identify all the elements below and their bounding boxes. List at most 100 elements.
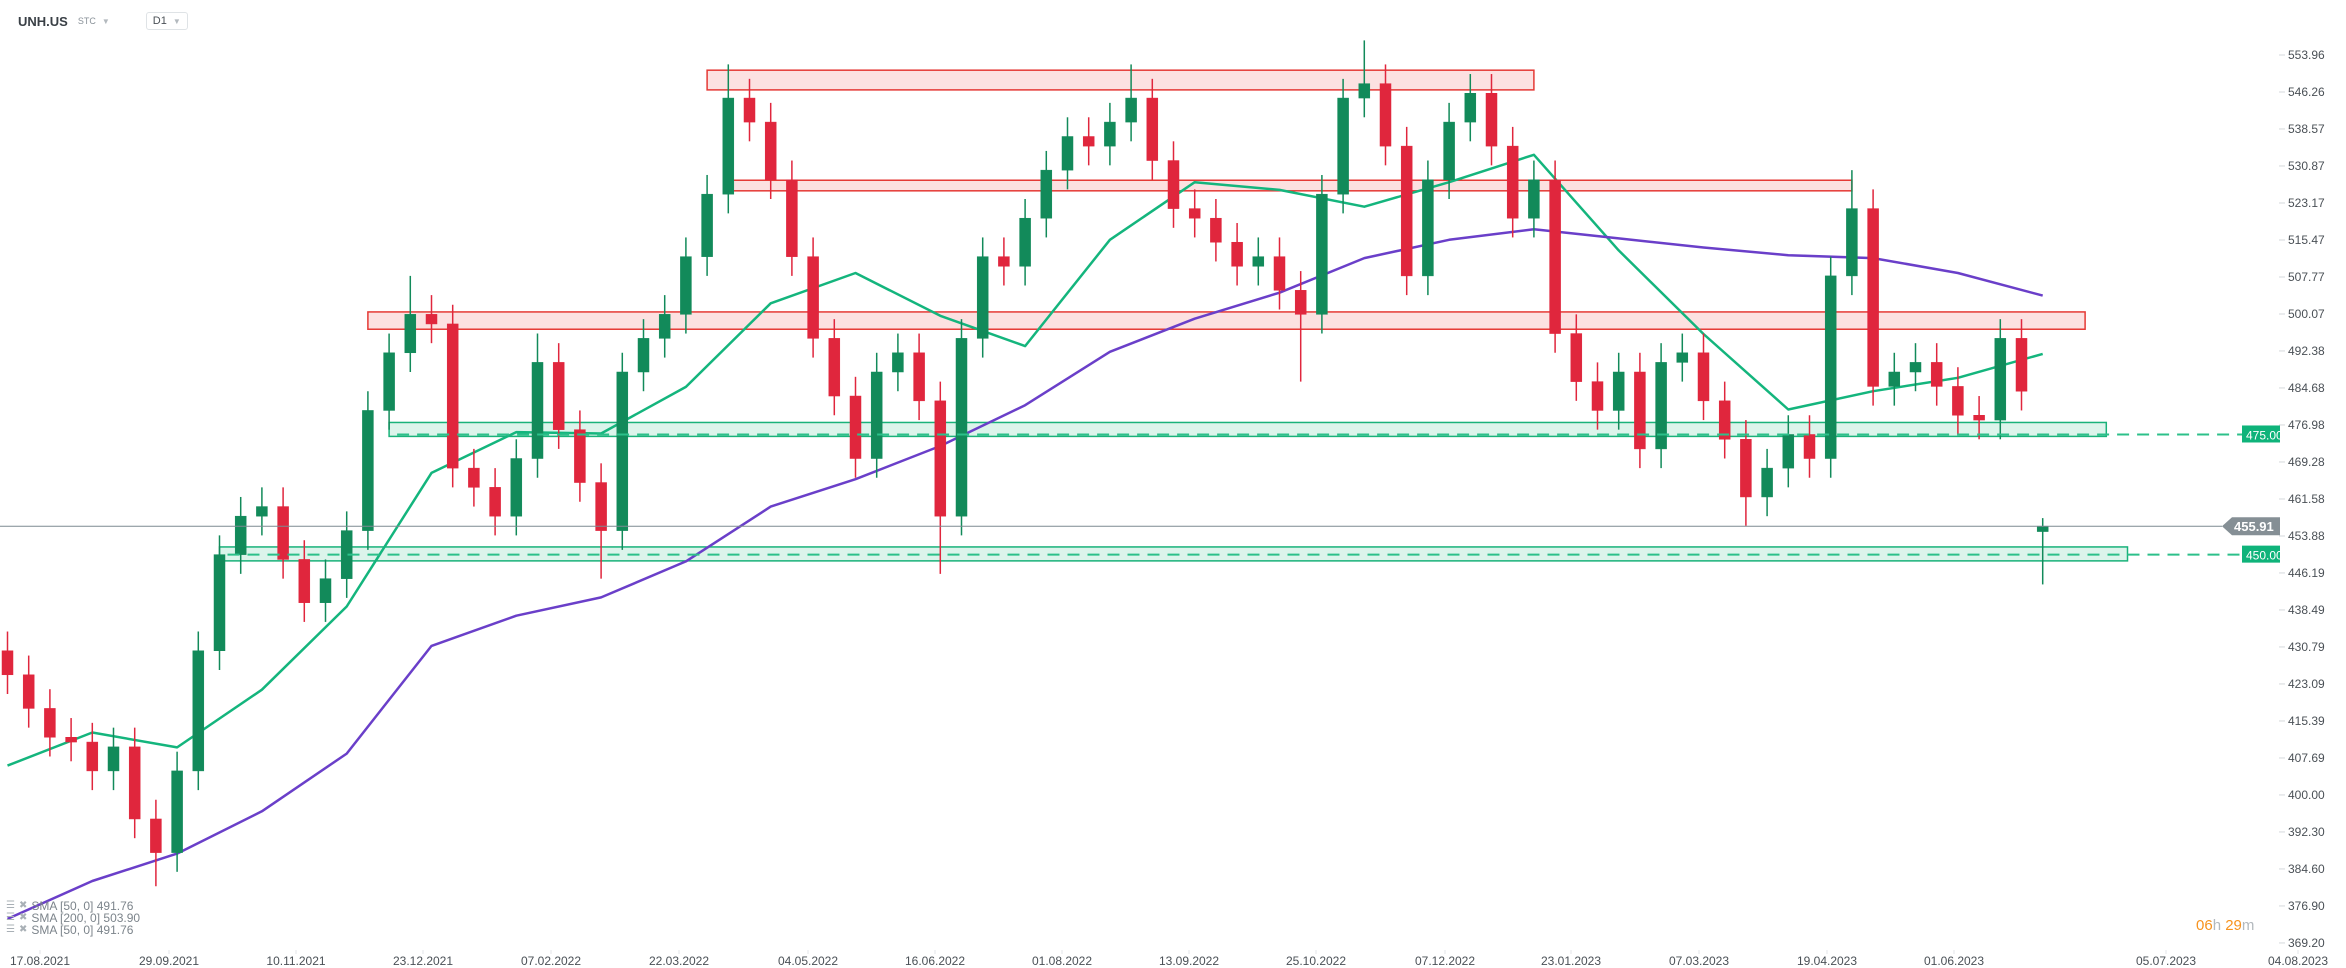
candle <box>22 655 35 728</box>
candle-body <box>1824 275 1837 459</box>
candle <box>892 333 904 392</box>
candle-body <box>913 352 925 402</box>
candle <box>1082 117 1095 166</box>
resistance-zone[interactable] <box>706 69 1535 91</box>
candle <box>1761 448 1773 517</box>
candle <box>1506 126 1519 238</box>
x-tick-label: 23.01.2023 <box>1541 954 1601 968</box>
candle <box>976 237 989 358</box>
x-tick-label: 25.10.2022 <box>1286 954 1346 968</box>
candle <box>1718 381 1731 459</box>
legend-item-sma50[interactable]: ☰ ✖ SMA [50, 0] 491.76 <box>6 900 140 912</box>
candle-body <box>1464 93 1477 123</box>
candle-body <box>1316 193 1328 315</box>
resistance-zone[interactable] <box>727 179 1853 192</box>
countdown-hours: 06 <box>2196 917 2213 934</box>
candle <box>1273 237 1286 310</box>
settings-list-icon[interactable]: ☰ <box>6 924 15 935</box>
close-icon[interactable]: ✖ <box>18 912 28 923</box>
candle <box>213 535 226 670</box>
symbol-label[interactable]: UNH.US <box>18 13 68 29</box>
settings-list-icon[interactable]: ☰ <box>6 900 15 911</box>
candle-body <box>489 487 501 517</box>
candle <box>1167 141 1180 228</box>
candle-body <box>976 256 989 339</box>
candle <box>1528 160 1540 238</box>
chevron-down-icon[interactable]: ▼ <box>101 16 110 26</box>
candle-body <box>828 338 841 397</box>
close-icon[interactable]: ✖ <box>18 900 28 911</box>
candle <box>128 727 141 839</box>
candle-body <box>1634 371 1646 450</box>
candle-body <box>1422 179 1434 277</box>
candle <box>680 237 692 334</box>
countdown-h: h <box>2212 917 2222 934</box>
y-tick-label: 507.77 <box>2288 270 2325 284</box>
candle <box>1612 352 1625 430</box>
candle-body <box>298 559 311 603</box>
x-tick-label: 22.03.2022 <box>649 954 709 968</box>
legend-label: SMA [50, 0] 491.76 <box>31 923 134 937</box>
y-tick-label: 423.09 <box>2288 677 2325 691</box>
candle-body <box>107 746 120 772</box>
candle <box>1549 160 1561 353</box>
x-tick-label: 23.12.2021 <box>393 954 453 968</box>
candle <box>44 689 56 757</box>
candle-body <box>870 371 883 459</box>
sma200-line <box>6 228 2044 921</box>
chevron-down-icon: ▼ <box>172 16 181 26</box>
candle-body <box>1231 241 1243 267</box>
candle <box>2015 319 2028 411</box>
candle <box>531 333 544 478</box>
candle-body <box>256 506 268 517</box>
candle-body <box>934 400 947 517</box>
settings-list-icon[interactable]: ☰ <box>6 912 15 923</box>
candle-body <box>128 746 141 820</box>
x-tick-label: 01.08.2022 <box>1032 954 1092 968</box>
current-price-badge <box>2222 517 2280 536</box>
y-tick-label: 415.39 <box>2288 714 2325 728</box>
y-tick-label: 461.58 <box>2288 492 2325 506</box>
close-icon[interactable]: ✖ <box>18 924 28 935</box>
timeframe-dropdown[interactable]: D1 ▼ <box>145 12 188 30</box>
candle-body <box>1930 362 1943 387</box>
candle <box>298 540 311 622</box>
candle-body <box>468 467 480 488</box>
y-tick-label: 376.90 <box>2288 899 2325 913</box>
candle <box>150 799 162 887</box>
candle <box>764 102 777 199</box>
indicator-legend: ☰ ✖ SMA [50, 0] 491.76 ☰ ✖ SMA [200, 0] 503.… <box>6 900 140 936</box>
candle-body <box>743 97 756 123</box>
candle <box>1867 189 1879 406</box>
legend-item-sma200[interactable]: ☰ ✖ SMA [200, 0] 503.90 <box>6 912 140 924</box>
countdown-minutes: 29 <box>2225 917 2242 934</box>
candle-body <box>65 737 77 743</box>
y-tick-label: 430.79 <box>2288 640 2325 654</box>
x-tick-label: 13.09.2022 <box>1159 954 1219 968</box>
candle-body <box>1994 338 2007 421</box>
chart-header: UNH.US STC ▼ D1 ▼ <box>18 12 188 30</box>
y-tick-label: 500.07 <box>2288 307 2325 321</box>
candle-body <box>552 362 565 430</box>
resistance-zone[interactable] <box>367 311 2086 330</box>
candle <box>1740 420 1752 526</box>
x-tick-label: 17.08.2021 <box>10 954 70 968</box>
candle-body <box>44 708 56 738</box>
candle <box>934 381 947 574</box>
candle <box>849 376 862 478</box>
candle-body <box>86 741 99 772</box>
y-tick-label: 438.49 <box>2288 603 2325 617</box>
y-tick-label: 392.30 <box>2288 825 2325 839</box>
candle <box>1655 343 1667 469</box>
candle-body <box>1888 371 1901 387</box>
candle-body <box>1146 97 1159 161</box>
candle-body <box>1443 121 1455 181</box>
legend-item-sma50-2[interactable]: ☰ ✖ SMA [50, 0] 491.76 <box>6 924 140 936</box>
y-tick-label: 553.96 <box>2288 48 2325 62</box>
candle-body <box>1846 208 1858 277</box>
candle <box>107 727 120 791</box>
candle <box>1591 362 1604 430</box>
current-price-label: 455.91 <box>2234 519 2274 534</box>
candle-body <box>680 256 692 315</box>
